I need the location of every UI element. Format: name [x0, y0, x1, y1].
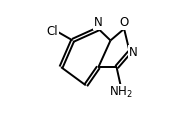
Text: Cl: Cl: [46, 25, 58, 38]
Text: NH$_2$: NH$_2$: [109, 85, 132, 100]
Text: N: N: [94, 16, 103, 29]
Text: N: N: [129, 46, 137, 59]
Text: O: O: [119, 16, 129, 29]
